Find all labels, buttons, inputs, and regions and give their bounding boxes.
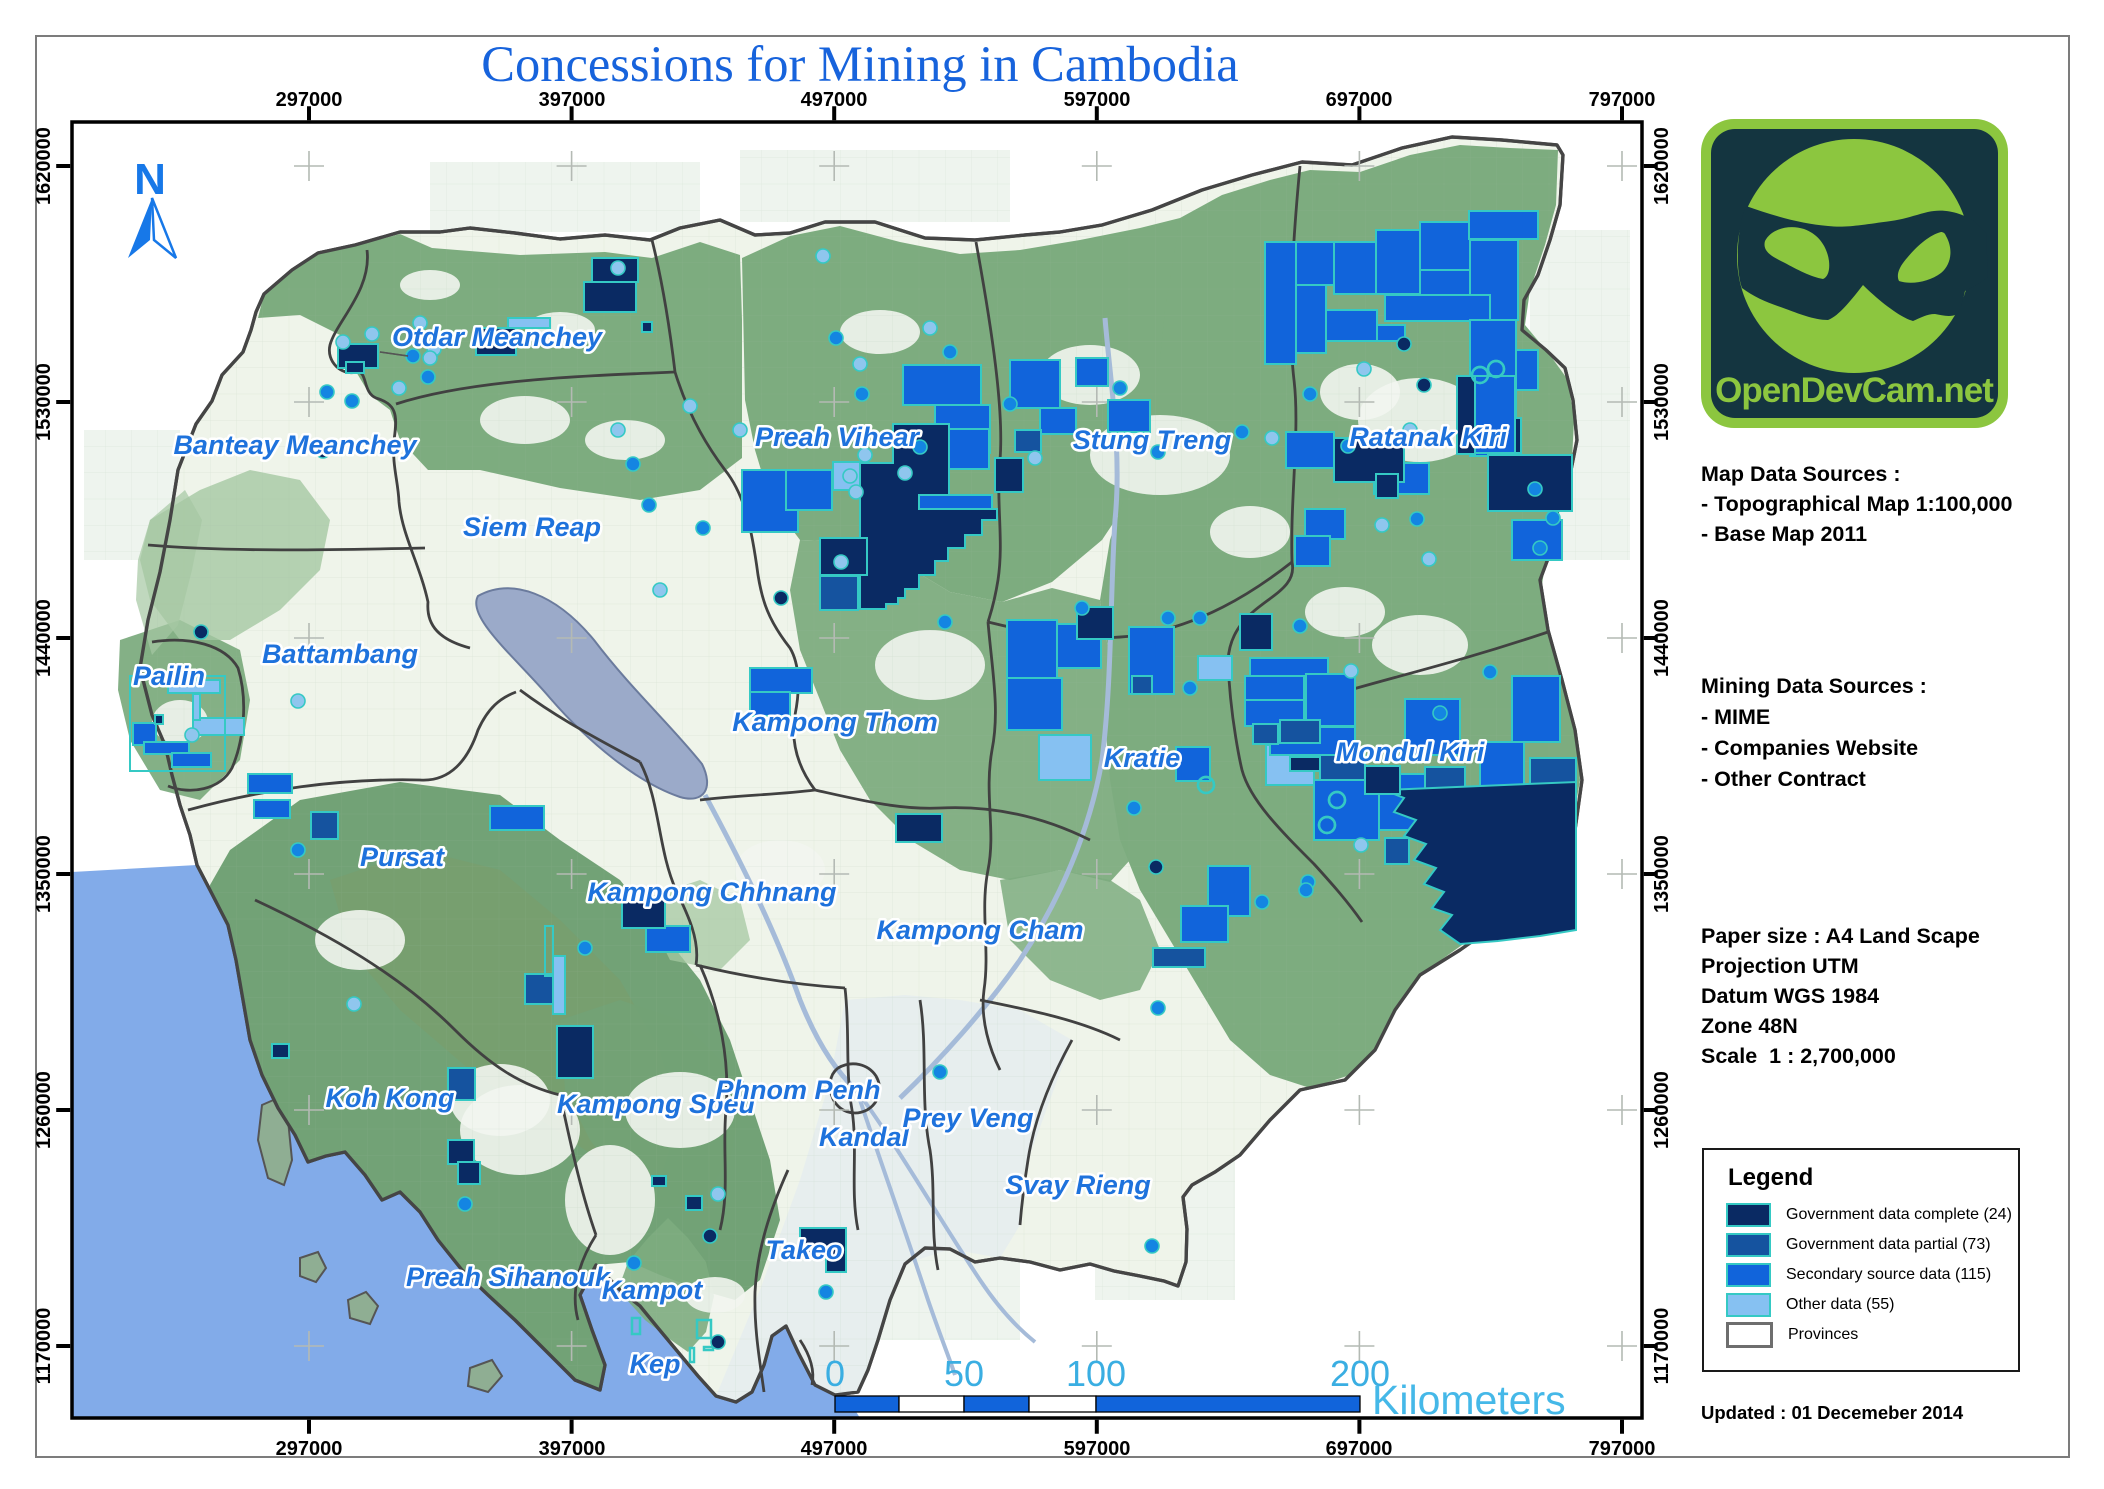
svg-text:0: 0 [825,1353,845,1394]
svg-text:1440000: 1440000 [1651,599,1673,677]
svg-text:Banteay Meanchey: Banteay Meanchey [173,430,418,460]
svg-text:297000: 297000 [276,89,343,111]
svg-text:1350000: 1350000 [1651,835,1673,913]
svg-text:Battambang: Battambang [262,639,419,669]
svg-text:Pailin: Pailin [133,661,205,691]
svg-text:1620000: 1620000 [33,127,55,205]
svg-text:297000: 297000 [276,1438,343,1460]
svg-text:1440000: 1440000 [33,599,55,677]
svg-text:497000: 497000 [801,1438,868,1460]
svg-text:Phnom Penh: Phnom Penh [715,1075,880,1105]
svg-text:Kampong Thom: Kampong Thom [732,707,937,737]
svg-text:Kratie: Kratie [1104,743,1181,773]
svg-text:Kampong Speu: Kampong Speu [557,1089,756,1119]
svg-text:50: 50 [944,1353,984,1394]
svg-text:Kampong Cham: Kampong Cham [876,915,1083,945]
svg-text:200: 200 [1330,1353,1390,1394]
svg-text:Kilometers: Kilometers [1372,1377,1566,1423]
svg-text:397000: 397000 [539,89,606,111]
svg-text:1350000: 1350000 [33,835,55,913]
svg-text:Otdar Meanchey: Otdar Meanchey [392,322,604,352]
svg-text:497000: 497000 [801,89,868,111]
svg-text:Prey Veng: Prey Veng [902,1103,1034,1133]
svg-text:1530000: 1530000 [1651,363,1673,441]
svg-text:597000: 597000 [1064,1438,1131,1460]
svg-text:697000: 697000 [1326,1438,1393,1460]
svg-text:Siem Reap: Siem Reap [463,512,601,542]
svg-text:Preah Vihear: Preah Vihear [755,422,921,452]
svg-text:797000: 797000 [1589,89,1656,111]
svg-text:1260000: 1260000 [33,1071,55,1149]
svg-text:697000: 697000 [1326,89,1393,111]
svg-text:Ratanak Kiri: Ratanak Kiri [1349,422,1507,452]
svg-text:Kampot: Kampot [602,1275,704,1305]
svg-text:Kampong Chhnang: Kampong Chhnang [588,877,837,907]
svg-text:Svay Rieng: Svay Rieng [1005,1170,1151,1200]
svg-text:1170000: 1170000 [33,1308,55,1385]
svg-text:1260000: 1260000 [1651,1071,1673,1149]
svg-text:Preah Sihanouk: Preah Sihanouk [406,1262,612,1292]
svg-text:797000: 797000 [1589,1438,1656,1460]
svg-text:1170000: 1170000 [1651,1308,1673,1385]
svg-text:397000: 397000 [539,1438,606,1460]
svg-text:N: N [134,155,166,204]
svg-text:Stung Treng: Stung Treng [1073,425,1232,455]
svg-text:Takeo: Takeo [765,1235,842,1265]
svg-text:1530000: 1530000 [33,363,55,441]
svg-text:597000: 597000 [1064,89,1131,111]
svg-text:Koh Kong: Koh Kong [326,1083,455,1113]
svg-text:Pursat: Pursat [360,842,445,872]
svg-text:Kep: Kep [629,1349,680,1379]
svg-text:Mondul Kiri: Mondul Kiri [1336,737,1485,767]
svg-text:Kandal: Kandal [819,1122,910,1152]
svg-text:100: 100 [1066,1353,1126,1394]
svg-text:1620000: 1620000 [1651,127,1673,205]
svg-text:OpenDevCam.net: OpenDevCam.net [1715,371,1994,410]
